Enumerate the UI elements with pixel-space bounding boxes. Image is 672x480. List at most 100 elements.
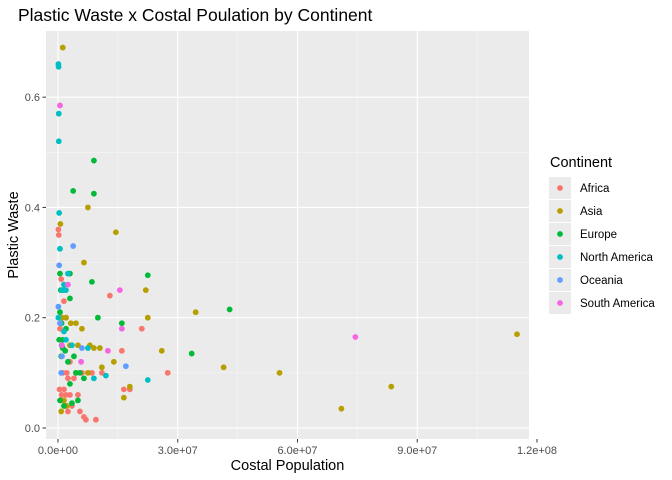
- data-point: [77, 408, 83, 415]
- legend-marker: [557, 208, 563, 214]
- data-point: [57, 245, 63, 252]
- plot-background: [46, 31, 529, 439]
- data-point: [144, 314, 151, 321]
- legend-label: North America: [580, 252, 653, 264]
- x-axis-title: Costal Population: [231, 458, 345, 474]
- data-point: [85, 345, 91, 351]
- data-point: [55, 232, 62, 238]
- legend-label: Africa: [580, 183, 610, 195]
- data-point: [89, 278, 95, 285]
- data-point: [164, 369, 171, 376]
- data-point: [92, 416, 99, 423]
- data-point: [142, 287, 149, 294]
- y-tick-label: 0.2: [25, 313, 40, 325]
- data-point: [69, 400, 75, 407]
- legend-marker: [557, 277, 563, 283]
- data-point: [67, 380, 73, 387]
- legend-marker: [557, 254, 563, 260]
- data-point: [192, 309, 199, 316]
- data-point: [63, 336, 69, 343]
- data-point: [63, 287, 69, 294]
- data-point: [73, 320, 79, 327]
- data-point: [61, 397, 67, 404]
- data-point: [144, 272, 151, 279]
- x-tick-label: 0.0e+00: [38, 445, 78, 457]
- data-point: [63, 391, 69, 398]
- data-point: [226, 306, 233, 313]
- data-point: [77, 369, 83, 376]
- data-point: [110, 358, 117, 365]
- data-point: [59, 342, 65, 349]
- data-point: [120, 394, 127, 401]
- data-point: [112, 229, 119, 236]
- legend-item: North America: [549, 246, 653, 268]
- legend-label: South America: [580, 298, 655, 310]
- y-axis-title: Plastic Waste: [6, 191, 22, 278]
- data-point: [65, 358, 71, 365]
- data-point: [91, 190, 97, 197]
- y-tick-label: 0.4: [25, 202, 40, 214]
- data-point: [65, 375, 71, 382]
- x-axis: 0.0e+00 3.0e+07 6.0e+07 9.0e+07 1.2e+08: [38, 439, 557, 457]
- legend-label: Oceania: [580, 275, 623, 287]
- x-tick-label: 1.2e+08: [517, 445, 557, 457]
- data-point: [63, 314, 69, 321]
- data-point: [81, 259, 87, 266]
- legend-item: Oceania: [549, 269, 623, 291]
- data-point: [58, 391, 65, 398]
- data-point: [276, 369, 283, 376]
- data-point: [67, 320, 74, 327]
- legend-label: Asia: [580, 206, 603, 218]
- data-point: [58, 276, 65, 283]
- y-tick-label: 0.6: [25, 92, 40, 104]
- plot-area: [46, 31, 538, 439]
- legend-item: South America: [549, 292, 655, 314]
- legend-label: Europe: [580, 229, 617, 241]
- data-point: [116, 287, 123, 294]
- data-point: [144, 377, 151, 383]
- data-point: [57, 397, 63, 404]
- data-point: [65, 281, 71, 288]
- data-point: [118, 347, 125, 354]
- data-point: [188, 350, 195, 357]
- data-point: [70, 187, 77, 194]
- data-point: [118, 320, 125, 327]
- x-tick-label: 6.0e+07: [277, 445, 317, 457]
- series-asia: [57, 44, 520, 415]
- data-point: [56, 210, 63, 216]
- data-point: [59, 44, 66, 51]
- legend-item: Asia: [549, 200, 603, 222]
- data-point: [59, 353, 65, 360]
- data-point: [388, 383, 395, 390]
- chart-title: Plastic Waste x Costal Poulation by Cont…: [18, 5, 373, 25]
- data-point: [79, 345, 85, 351]
- data-point: [89, 369, 95, 376]
- data-point: [55, 314, 62, 321]
- legend-marker: [557, 185, 563, 191]
- data-point: [58, 369, 65, 376]
- data-point: [67, 295, 73, 302]
- data-point: [57, 221, 64, 227]
- data-point: [70, 243, 77, 249]
- data-point: [63, 369, 70, 376]
- data-point: [75, 397, 81, 404]
- data-point: [118, 325, 125, 332]
- data-point: [94, 314, 101, 321]
- data-point: [61, 281, 67, 288]
- data-point: [71, 375, 77, 382]
- legend-marker: [557, 231, 563, 237]
- data-point: [91, 157, 97, 164]
- data-point: [91, 345, 97, 351]
- data-point: [138, 325, 145, 332]
- data-point: [55, 303, 62, 310]
- data-point: [57, 102, 63, 109]
- data-point: [106, 292, 113, 299]
- data-point: [126, 383, 133, 390]
- data-point: [55, 138, 62, 145]
- data-point: [158, 347, 165, 354]
- data-point: [102, 372, 109, 379]
- legend-marker: [557, 300, 563, 306]
- series-oceania: [55, 243, 129, 376]
- data-point: [73, 369, 79, 376]
- data-point: [352, 334, 359, 340]
